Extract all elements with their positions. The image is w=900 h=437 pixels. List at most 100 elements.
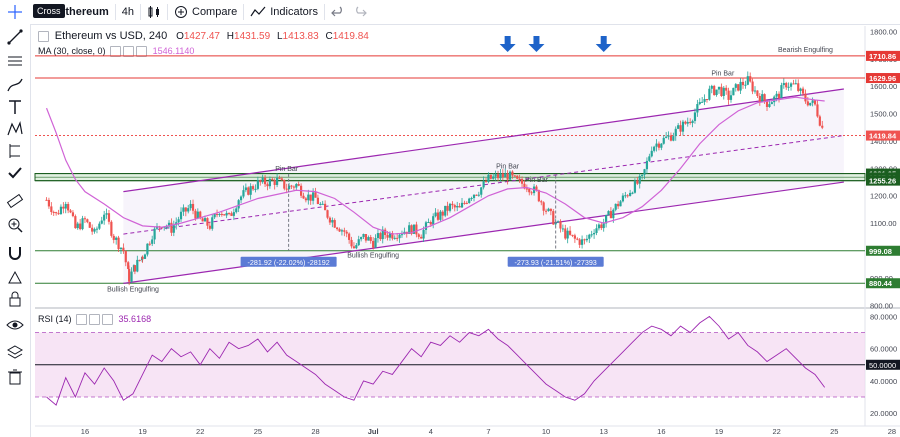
candle-body <box>681 121 685 132</box>
interval-button[interactable]: 4h <box>121 6 134 18</box>
projection-icon[interactable] <box>6 142 24 160</box>
ma-settings-icon[interactable] <box>123 46 135 58</box>
candle-body <box>686 121 689 124</box>
candle-body <box>249 186 252 195</box>
collapse-legend-icon[interactable] <box>38 30 49 42</box>
chart-title: Ethereum vs USD, 240 <box>54 30 168 42</box>
lock-drawing-icon[interactable] <box>6 268 24 286</box>
candle-body <box>489 174 492 179</box>
candle-body <box>405 231 408 234</box>
level-tag-box-1255.26 <box>866 175 900 186</box>
trash-icon[interactable] <box>6 368 24 386</box>
candle-body <box>386 235 389 238</box>
candle-body <box>693 112 697 121</box>
candle-body <box>336 227 339 230</box>
candle-body <box>95 228 99 230</box>
chart-type-button[interactable] <box>147 5 161 19</box>
candle-body <box>715 89 718 96</box>
candle-body <box>463 202 466 204</box>
indicators-label: Indicators <box>270 6 318 18</box>
candle-body <box>633 180 637 193</box>
candle-body <box>756 90 759 96</box>
annotation-1: Pin Bar <box>496 163 520 170</box>
candle-body <box>172 225 175 233</box>
candle-body <box>175 222 178 226</box>
candle-body <box>444 205 447 216</box>
drawing-toolbar <box>0 24 31 437</box>
candle-body <box>410 225 413 234</box>
rsi-settings-icon[interactable] <box>89 314 101 326</box>
candle-body <box>605 214 608 224</box>
text-tool-icon[interactable] <box>6 98 24 116</box>
magnet-icon[interactable] <box>6 244 24 262</box>
candle-body <box>535 186 538 191</box>
candle-body <box>107 213 111 222</box>
level-tag-1267.30: 1267.30 <box>869 173 896 182</box>
candle-body <box>573 235 576 239</box>
annotation-5: Bullish Engulfing <box>107 287 159 294</box>
candle-body <box>597 224 601 229</box>
compare-button[interactable]: Compare <box>174 5 237 19</box>
candle-body <box>155 226 159 229</box>
candle-body <box>768 104 771 107</box>
plus-circle-icon <box>175 6 187 18</box>
candle-body <box>607 211 610 215</box>
rsi-visibility-icon[interactable] <box>76 314 88 326</box>
candle-body <box>636 180 639 184</box>
candle-body <box>271 179 274 181</box>
rsi-label: RSI (14) <box>38 314 72 324</box>
horizontal-lines-icon[interactable] <box>6 52 24 70</box>
candle-body <box>112 235 115 240</box>
candle-body <box>811 100 814 103</box>
cross-tooltip: Cross <box>33 4 65 18</box>
candle-body <box>146 243 149 255</box>
candle-body <box>232 212 235 216</box>
candle-body <box>225 212 228 216</box>
candle-body <box>600 224 603 229</box>
candle-body <box>338 229 341 232</box>
candle-body <box>578 239 581 245</box>
lock-icon[interactable] <box>6 290 24 308</box>
candle-body <box>237 200 240 209</box>
pattern-icon[interactable] <box>6 120 24 138</box>
candle-body <box>64 204 67 209</box>
cross-tool-button[interactable] <box>0 0 30 24</box>
ma-visibility-icon[interactable] <box>110 46 122 58</box>
channel-upper-line <box>123 88 844 193</box>
candle-body <box>415 224 418 235</box>
checkmark-icon[interactable] <box>6 164 24 182</box>
rsi-remove-icon[interactable] <box>102 314 114 326</box>
undo-button[interactable] <box>331 5 345 19</box>
candle-body <box>199 211 202 219</box>
candle-body <box>235 208 238 213</box>
candle-body <box>364 233 368 241</box>
level-tag-box-1267.30 <box>866 172 900 183</box>
candle-body <box>242 190 245 197</box>
eye-icon[interactable] <box>6 316 24 334</box>
candle-body <box>130 271 133 282</box>
level-tag-box-1629.96 <box>866 73 900 84</box>
ma-remove-icon[interactable] <box>136 46 148 58</box>
price-tick-0: 800.00 <box>870 301 893 310</box>
time-tick-9: 13 <box>600 427 608 436</box>
candle-body <box>182 207 185 212</box>
candle-body <box>295 184 298 188</box>
symbol-name[interactable]: Ethereum <box>58 6 109 18</box>
candle-body <box>638 176 641 184</box>
candle-body <box>520 178 524 184</box>
candle-body <box>624 195 627 197</box>
layers-icon[interactable] <box>6 344 24 362</box>
brush-icon[interactable] <box>6 76 24 94</box>
candle-body <box>643 169 646 175</box>
undo-icon <box>331 6 342 17</box>
redo-button[interactable] <box>353 5 367 19</box>
candle-body <box>480 187 483 195</box>
ruler-icon[interactable] <box>6 192 24 210</box>
candle-body <box>648 156 651 161</box>
open-value: 1427.47 <box>183 31 220 42</box>
indicators-button[interactable]: Indicators <box>250 5 318 19</box>
candle-body <box>602 223 605 229</box>
trend-line-icon[interactable] <box>6 28 24 46</box>
zoom-in-icon[interactable] <box>6 216 24 234</box>
